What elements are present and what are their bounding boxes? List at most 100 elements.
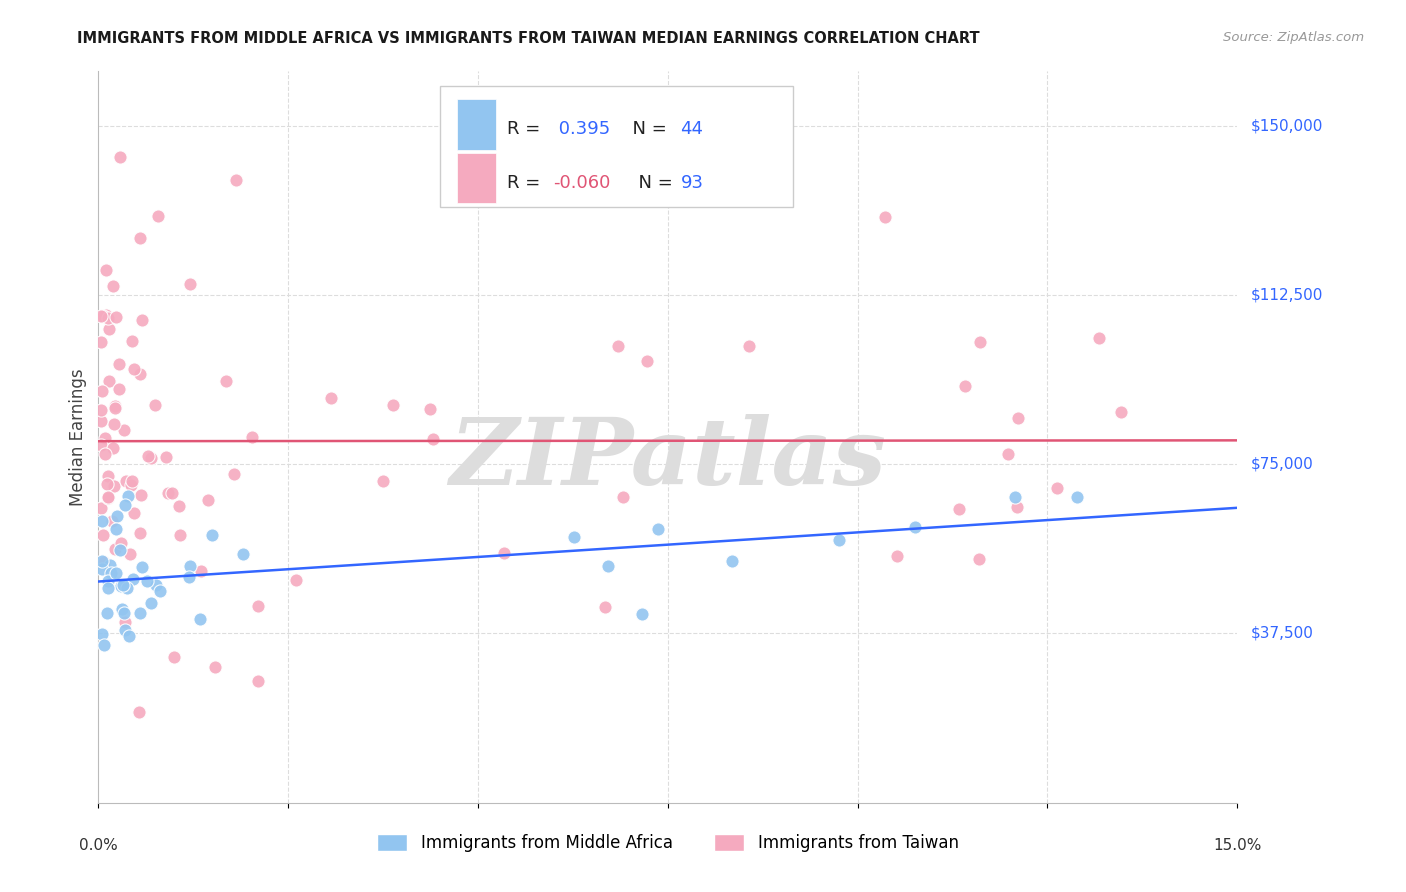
Point: [90, 335, 112, 350]
Point: [886, 549, 908, 563]
Point: [97, 490, 120, 504]
Point: [422, 432, 444, 446]
Point: [204, 660, 226, 674]
Text: N =: N =: [621, 120, 672, 138]
Point: [562, 530, 585, 544]
Point: [1046, 481, 1069, 495]
Point: [136, 574, 159, 588]
Point: [104, 399, 127, 413]
Point: [114, 498, 136, 512]
Text: 44: 44: [681, 120, 703, 138]
Point: [179, 277, 201, 291]
Point: [90, 414, 112, 428]
Point: [179, 570, 201, 584]
FancyBboxPatch shape: [457, 153, 496, 203]
Text: Source: ZipAtlas.com: Source: ZipAtlas.com: [1223, 31, 1364, 45]
Point: [1007, 411, 1029, 425]
Text: 0.0%: 0.0%: [79, 838, 118, 853]
FancyBboxPatch shape: [440, 86, 793, 207]
Point: [167, 499, 190, 513]
Point: [96, 574, 118, 588]
Point: [953, 379, 976, 393]
Point: [190, 564, 212, 578]
Point: [612, 490, 634, 504]
Point: [105, 310, 128, 325]
Point: [128, 706, 150, 720]
Point: [110, 536, 132, 550]
Point: [98, 375, 121, 389]
Point: [131, 312, 153, 326]
Point: [129, 525, 152, 540]
Point: [596, 558, 619, 573]
Point: [94, 447, 117, 461]
Point: [91, 627, 114, 641]
Point: [157, 486, 180, 500]
Point: [105, 508, 128, 523]
Point: [93, 555, 115, 569]
Legend: Immigrants from Middle Africa, Immigrants from Taiwan: Immigrants from Middle Africa, Immigrant…: [368, 825, 967, 860]
Point: [94, 263, 117, 277]
Point: [101, 514, 124, 528]
Text: $75,000: $75,000: [1251, 457, 1315, 472]
Point: [721, 553, 744, 567]
Point: [647, 522, 669, 536]
Point: [738, 339, 761, 353]
Point: [136, 449, 159, 463]
Point: [90, 438, 112, 452]
Text: 93: 93: [681, 174, 703, 192]
Point: [1005, 500, 1028, 514]
Point: [188, 612, 211, 626]
Point: [139, 596, 162, 610]
Point: [107, 357, 129, 371]
Point: [606, 339, 628, 353]
FancyBboxPatch shape: [457, 99, 496, 150]
Point: [828, 533, 851, 548]
Point: [129, 607, 152, 621]
Point: [122, 572, 145, 586]
Point: [93, 638, 115, 652]
Point: [91, 384, 114, 398]
Point: [948, 502, 970, 516]
Point: [108, 382, 131, 396]
Point: [215, 374, 238, 388]
Point: [169, 528, 191, 542]
Point: [139, 450, 162, 465]
Point: [129, 231, 152, 245]
Point: [104, 542, 127, 557]
Point: [593, 600, 616, 615]
Point: [117, 629, 139, 643]
Point: [148, 209, 170, 223]
Point: [124, 506, 146, 520]
Point: [284, 573, 307, 587]
Point: [108, 150, 131, 164]
Point: [969, 334, 991, 349]
Point: [131, 560, 153, 574]
Point: [997, 447, 1019, 461]
Point: [149, 584, 172, 599]
Point: [631, 607, 654, 621]
Point: [904, 520, 927, 534]
Point: [91, 309, 114, 323]
Point: [201, 528, 224, 542]
Point: [104, 401, 127, 415]
Point: [222, 467, 245, 481]
Point: [247, 599, 270, 614]
Y-axis label: Median Earnings: Median Earnings: [69, 368, 87, 506]
Point: [969, 551, 991, 566]
Point: [129, 367, 152, 381]
Point: [143, 399, 166, 413]
Text: $112,500: $112,500: [1251, 287, 1323, 302]
Text: $150,000: $150,000: [1251, 118, 1323, 133]
Point: [145, 578, 167, 592]
Point: [91, 528, 114, 542]
Point: [1004, 490, 1026, 504]
Point: [94, 308, 117, 322]
Point: [162, 485, 184, 500]
Point: [114, 623, 136, 637]
Point: [111, 602, 134, 616]
Point: [96, 477, 118, 491]
Point: [155, 450, 177, 464]
Point: [120, 477, 142, 491]
Point: [97, 491, 120, 505]
Text: IMMIGRANTS FROM MIDDLE AFRICA VS IMMIGRANTS FROM TAIWAN MEDIAN EARNINGS CORRELAT: IMMIGRANTS FROM MIDDLE AFRICA VS IMMIGRA…: [77, 31, 980, 46]
